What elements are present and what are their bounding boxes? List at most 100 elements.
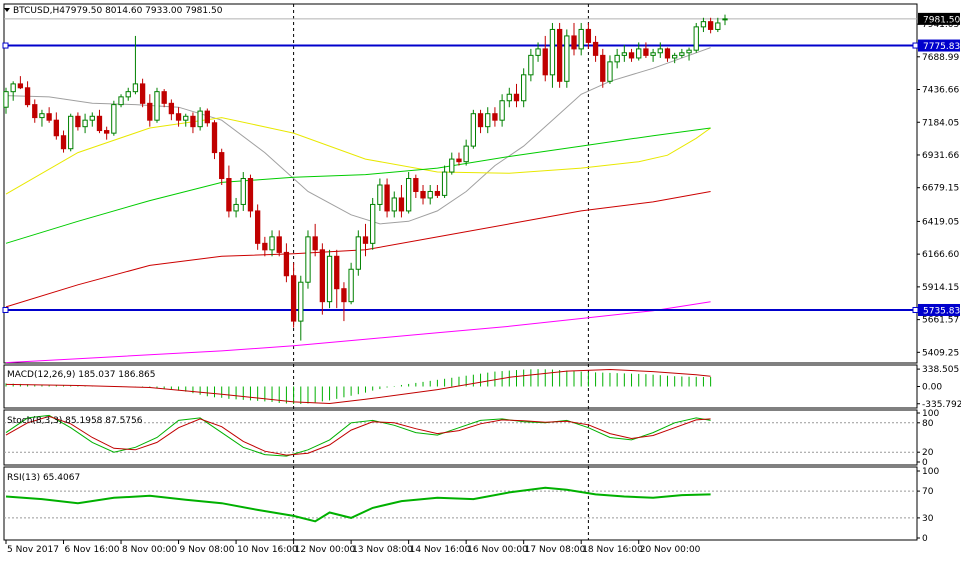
y-tick-label: 5914.15: [922, 283, 959, 293]
candle-body: [118, 96, 124, 106]
candle-body: [542, 48, 548, 76]
candle-body: [96, 115, 103, 132]
candle-body: [614, 54, 620, 63]
y-tick-label: 30: [922, 514, 934, 524]
y-tick-label: 7688.99: [922, 53, 959, 63]
candle-body: [254, 210, 261, 244]
candle-body: [226, 178, 232, 212]
current-price-tag: [918, 12, 960, 25]
candle-body: [643, 48, 649, 56]
candle-body: [449, 158, 455, 173]
candle-body: [147, 102, 153, 121]
current-price-label: 7981.50: [923, 15, 960, 25]
candle-body: [290, 275, 297, 322]
level-handle-right: [912, 306, 919, 313]
candle-body: [636, 48, 642, 59]
x-tick-label: 10 Nov 16:00: [237, 545, 298, 555]
macd-signal-line: [5, 368, 711, 405]
y-tick-label: 6931.66: [922, 151, 959, 161]
y-tick-label: 338.505: [922, 365, 959, 375]
y-tick-label: -335.792: [922, 400, 961, 410]
x-tick-label: 6 Nov 16:00: [65, 545, 120, 555]
y-tick-label: 100: [922, 409, 939, 419]
candle-body: [521, 74, 527, 102]
candle-body: [621, 52, 627, 56]
macd-indicator: [5, 368, 712, 405]
candle-body: [68, 115, 74, 150]
candle-body: [175, 113, 182, 121]
candle-body: [326, 255, 333, 303]
level-handle-right: [912, 42, 919, 49]
candle-body: [125, 91, 131, 98]
candle-body: [506, 93, 512, 102]
candle-body: [722, 18, 728, 21]
candle-body: [657, 48, 663, 54]
y-tick-label: 6419.05: [922, 217, 959, 227]
time-axis: 5 Nov 2017 6 Nov 16:00 8 Nov 00:00 9 Nov 08…: [5, 540, 701, 555]
candle-body: [485, 113, 491, 128]
candle-body: [89, 115, 95, 121]
x-tick-label: 20 Nov 00:00: [640, 545, 701, 555]
candle-body: [24, 87, 31, 106]
dropdown-triangle-icon[interactable]: [4, 8, 10, 12]
candle-body: [75, 115, 81, 128]
y-tick-label: 70: [922, 487, 934, 497]
candlesticks: [3, 14, 728, 341]
x-tick-label: 5 Nov 2017: [7, 545, 59, 555]
candle-body: [319, 249, 326, 303]
candle-body: [298, 281, 304, 322]
moving-average-line: [5, 117, 711, 195]
candle-body: [715, 22, 721, 30]
candle-body: [132, 83, 139, 93]
candle-body: [362, 236, 369, 244]
candle-body: [341, 288, 347, 303]
rsi-line: [5, 486, 711, 523]
candle-body: [10, 83, 16, 93]
x-tick-label: 12 Nov 00:00: [295, 545, 356, 555]
candle-body: [269, 236, 275, 251]
candle-body: [82, 119, 88, 128]
candle-body: [111, 104, 117, 134]
candle-body: [707, 21, 714, 30]
candle-body: [60, 135, 67, 150]
y-tick-label: 80: [922, 419, 934, 429]
moving-averages: [5, 47, 711, 364]
candle-body: [240, 178, 246, 205]
candle-body: [197, 110, 203, 128]
moving-average-line: [5, 127, 711, 244]
candle-body: [535, 48, 541, 56]
candle-body: [204, 110, 210, 124]
candle-body: [463, 145, 469, 163]
candle-body: [607, 61, 613, 82]
candle-body: [334, 255, 340, 290]
y-tick-label: 0.00: [922, 383, 942, 393]
candle-body: [161, 91, 167, 104]
rsi-indicator: [4, 486, 917, 523]
level-price-tag: [918, 39, 960, 52]
candle-body: [262, 242, 268, 251]
candle-body: [391, 197, 397, 212]
candle-body: [276, 236, 282, 253]
candle-body: [664, 48, 671, 59]
candle-body: [32, 104, 38, 119]
stoch-pane-frame: [3, 409, 918, 466]
candle-body: [477, 113, 484, 128]
candle-body: [628, 52, 635, 59]
candle-body: [53, 119, 59, 137]
y-tick-label: 6679.15: [922, 184, 959, 194]
ohlc-readout: 7979.50 8014.60 7933.00 7981.50: [65, 6, 223, 16]
candle-body: [154, 91, 160, 121]
candle-body: [39, 113, 45, 119]
x-tick-label: 17 Nov 08:00: [525, 545, 586, 555]
y-tick-label: 0: [922, 534, 928, 544]
candle-body: [183, 115, 189, 121]
stoch-main-line: [5, 414, 711, 457]
candle-body: [679, 52, 685, 56]
y-tick-label: 7184.05: [922, 118, 959, 128]
candle-body: [686, 49, 692, 54]
x-tick-label: 18 Nov 16:00: [582, 545, 643, 555]
y-tick-label: 100: [922, 467, 939, 477]
level-price-label: 5735.83: [923, 306, 960, 316]
